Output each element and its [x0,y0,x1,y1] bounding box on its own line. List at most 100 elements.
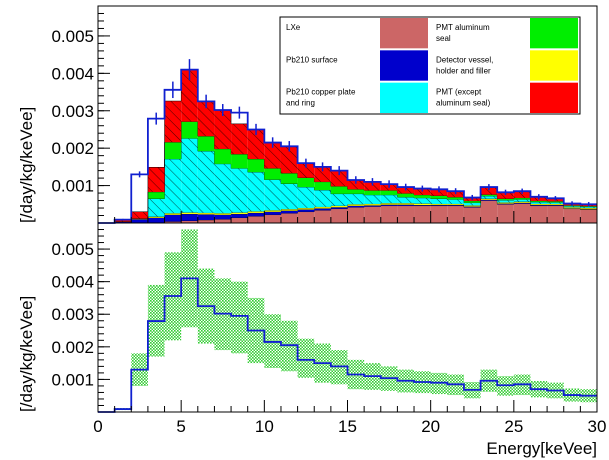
bar [181,214,198,221]
legend: LXe PMT aluminum seal Pb210 surface Detector… [279,16,581,115]
bar-hatch [164,159,182,214]
bar [197,220,215,223]
bar [364,203,381,206]
bar-hatch [397,197,415,204]
bar [197,214,215,221]
y-tick-label: 0.004 [51,273,94,292]
bar-hatch [314,190,331,207]
bar [314,208,331,211]
x-tick-label: 5 [176,417,185,436]
bar-hatch [214,110,232,149]
legend-label: Pb210 copper plate [286,88,356,97]
bar-hatch [480,187,498,195]
bar [447,205,464,223]
bar [314,210,331,223]
bottom-y-axis-label: [/day/kg/keVee] [17,296,36,412]
bar [497,202,514,204]
bar-hatch [380,194,398,204]
bar [380,203,398,205]
bar [547,205,564,206]
total-line [98,68,597,224]
bar [530,205,548,223]
bar [131,218,148,220]
y-tick-label: 0.005 [51,27,94,46]
bar [247,211,265,213]
bar [297,211,315,223]
bar [330,208,348,223]
bar [214,214,232,220]
bar [247,159,265,173]
x-tick-label: 15 [338,417,357,436]
bar-hatch [447,199,464,204]
bar [181,121,198,139]
bar [397,205,415,223]
bar [231,212,248,215]
bar [480,198,498,200]
bar [264,211,281,215]
bar [164,214,182,222]
bar-hatch [264,142,281,169]
bottom-panel: 0.001 0.002 0.003 0.004 0.005 0 5 10 15 20 25 30 [51,222,606,436]
bar [530,200,548,203]
legend-label: LXe [286,23,301,32]
bar [430,205,448,223]
bar-hatch [114,219,132,222]
bar [297,208,315,210]
bar [347,204,365,206]
total-line [98,277,597,413]
bar [214,148,232,164]
bar [247,212,265,217]
bar [380,204,398,206]
bar-hatch [414,197,431,204]
bar [580,208,597,210]
bar [497,204,514,223]
bar [380,205,398,223]
bar-hatch [480,196,498,199]
bar [164,213,182,215]
bar [314,206,331,209]
legend-swatch [530,82,578,113]
bar [164,221,182,223]
bar-hatch [513,199,531,202]
bar [430,203,448,206]
top-y-axis-label: [/day/kg/keVee] [17,107,36,223]
bar [414,194,431,198]
bar [414,203,431,206]
bar-hatch [314,166,331,182]
bar [197,136,215,152]
y-tick-label: 0.003 [51,102,94,121]
bar [347,207,365,223]
bar [347,189,365,194]
bar [164,142,182,160]
bar-hatch [580,206,597,209]
series-lxe [98,200,597,224]
bar [480,200,498,223]
bar-hatch [164,101,182,143]
bar [547,201,564,203]
bar [563,208,581,223]
bar-hatch [231,123,248,155]
bar-hatch [530,202,548,204]
legend-swatch [380,50,428,81]
bar-hatch [330,193,348,206]
bar-hatch [181,69,198,122]
bar-hatch [214,163,232,214]
bar [347,205,365,208]
bar-hatch [347,179,365,190]
bar [447,205,464,206]
x-axis-label: Energy[keVee] [486,439,597,458]
bar-hatch [131,211,148,219]
y-tick-label: 0.001 [51,177,94,196]
bar-hatch [463,202,481,206]
bar-hatch [247,129,265,160]
bar [463,206,481,208]
bar [414,205,431,223]
bar [280,210,298,214]
bar [513,201,531,203]
y-tick-label: 0.005 [51,240,94,259]
series-pmt-except-aluminum-seal- [98,69,597,224]
x-tick-label: 0 [93,417,102,436]
bar-hatch [430,189,448,196]
bar-hatch [247,172,265,212]
bar [330,207,348,209]
